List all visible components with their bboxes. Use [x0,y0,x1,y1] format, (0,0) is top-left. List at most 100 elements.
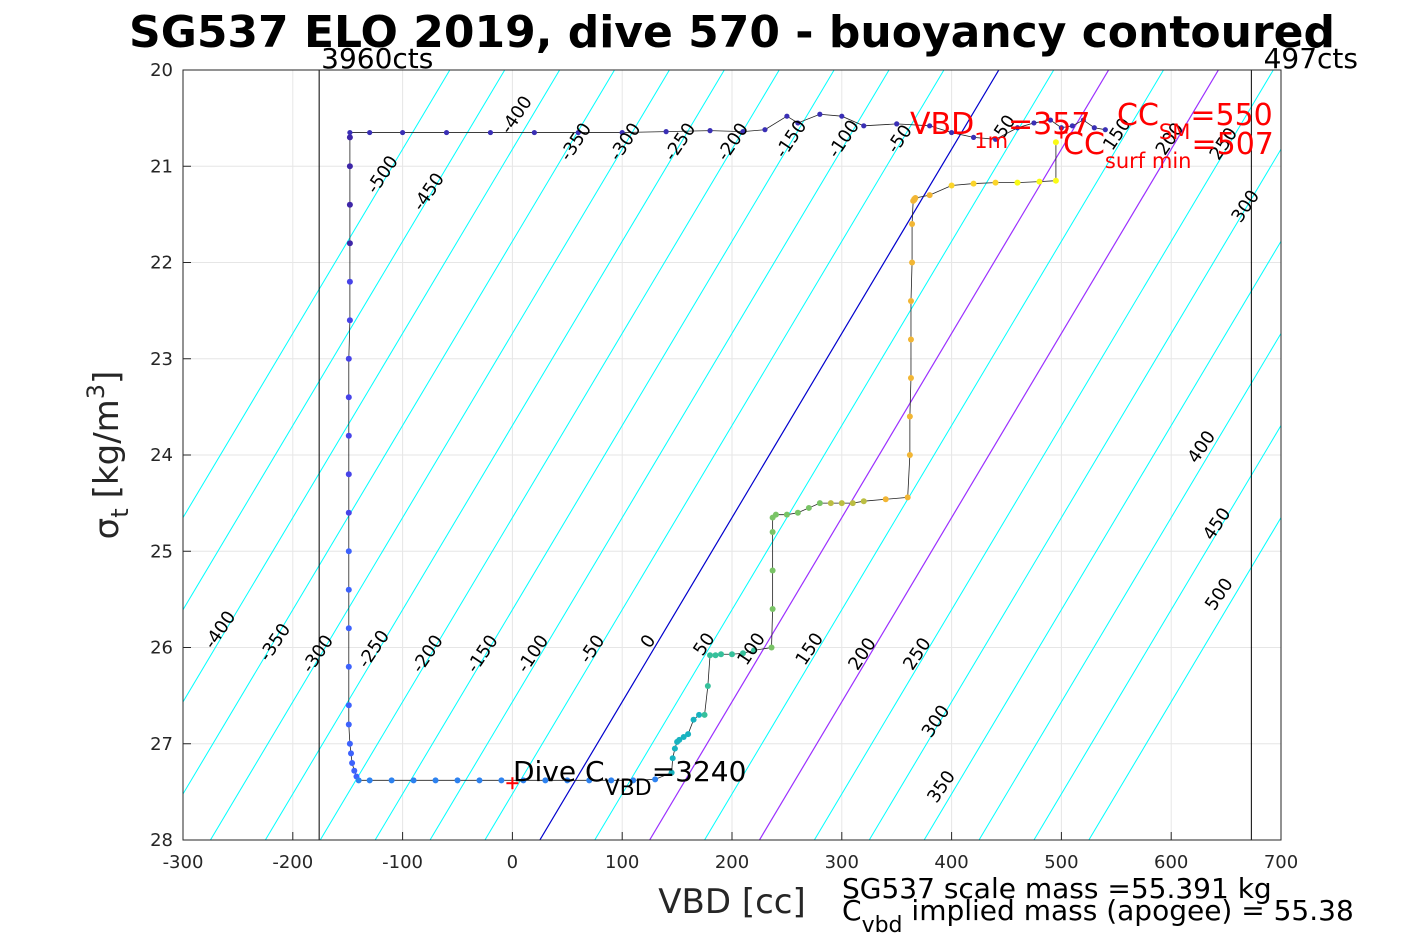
descent-point [948,182,955,189]
x-tick-label: 100 [605,852,639,873]
descent-point [345,548,352,555]
descent-point [690,716,697,723]
descent-point [882,496,889,503]
y-label-sub: t [106,508,134,517]
descent-point [346,201,353,208]
contour-line [484,70,945,840]
y-tick-label: 26 [150,638,173,659]
descent-point [345,432,352,439]
implied-mass-note: Cvbd implied mass (apogee) = 55.38 [842,894,1354,938]
descent-point [827,500,834,507]
implied-pre: C [842,894,862,927]
contour-line [319,70,780,840]
descent-point [750,647,757,654]
y-axis-label: σt [kg/m3] [82,371,134,540]
vbd1m-sub: 1m [974,129,1008,153]
descent-point [346,278,353,285]
descent-point [671,745,678,752]
descent-point [860,498,867,505]
x-tick-label: 700 [1264,852,1298,873]
y-tick-label: 24 [150,445,173,466]
climb-point [1014,125,1021,131]
climb-point [1069,123,1075,129]
x-tick-label: -200 [272,852,313,873]
climb-point [861,123,867,129]
purple-reference-line [758,70,1219,840]
descent-point [718,651,725,658]
descent-point [345,702,352,709]
climb-point [347,129,353,136]
ccsm-annotation: CCSM=550 [1117,98,1273,144]
descent-point [432,777,439,784]
dive-cvbd-post: =3240 [652,755,747,788]
climb-point [443,129,450,136]
y-label-unit: [kg/m [87,399,127,498]
descent-point [739,650,746,657]
climb-point [707,128,713,134]
climb-point [400,129,406,136]
descent-point [1036,178,1043,185]
contour-line [923,240,1281,840]
descent-point [907,375,914,381]
scale-mass-note: SG537 scale mass =55.391 kg [842,872,1272,905]
contour-line [1033,424,1281,840]
descent-point [345,471,352,478]
descent-point [564,777,571,784]
contour-line [210,70,670,840]
climb-point [619,129,625,136]
y-label-sigma: σ [87,518,127,540]
descent-point [345,509,352,516]
descent-point [346,163,353,170]
ccsurf-post: =507 [1191,127,1273,162]
climb-point [795,120,801,126]
descent-point [769,529,776,535]
y-label-close: ] [87,371,127,384]
y-axis-ticks: 20 21 22 23 24 25 26 27 28 [150,60,191,851]
y-tick-label: 20 [150,60,173,81]
descent-point [849,500,856,507]
y-label-sup: 3 [82,384,110,399]
neutral-buoyancy-line [539,70,1000,840]
climb-point [487,129,494,136]
contour-line [183,70,506,611]
descent-point [542,777,549,784]
descent-point [345,355,352,362]
descent-point [970,180,977,187]
descent-point [904,494,911,501]
purple-reference-line [649,70,1110,840]
x-tick-label: 0 [507,852,518,873]
climb-point [1102,127,1108,133]
descent-point [355,777,362,784]
x-axis-ticks: -300 -200 -100 0 100 200 300 400 500 600 700 [163,832,1298,873]
contour-line [813,70,1274,840]
reference-lines [539,70,1219,840]
buoyancy-contours [183,70,1281,840]
descent-point [1052,139,1059,146]
ccsurf-pre: CC [1063,127,1105,162]
ccsm-sub: SM [1159,120,1190,144]
descent-point [992,179,999,186]
descent-point [701,711,708,718]
y-tick-label: 28 [150,830,173,851]
x-tick-label: -100 [382,852,423,873]
descent-point [838,500,845,507]
descent-point [906,413,913,420]
vbd1m-annotation: VBD1m=357 [910,107,1090,153]
descent-point [912,195,919,202]
descent-point [346,740,353,747]
descent-point [346,134,353,141]
climb-point [740,129,746,135]
descent-point [772,511,779,518]
climb-point [1047,117,1054,123]
ccsurf-sub: surf min [1105,149,1192,173]
contour-line [1088,516,1281,840]
descent-point [685,731,692,738]
contour-line [704,70,1164,840]
x-axis-label: VBD [cc] [658,882,806,922]
descent-point [410,777,417,784]
x-tick-label: 200 [715,852,749,873]
climb-point [927,123,933,129]
dive-cvbd-sub: VBD [605,776,652,801]
climb-point [970,134,977,140]
